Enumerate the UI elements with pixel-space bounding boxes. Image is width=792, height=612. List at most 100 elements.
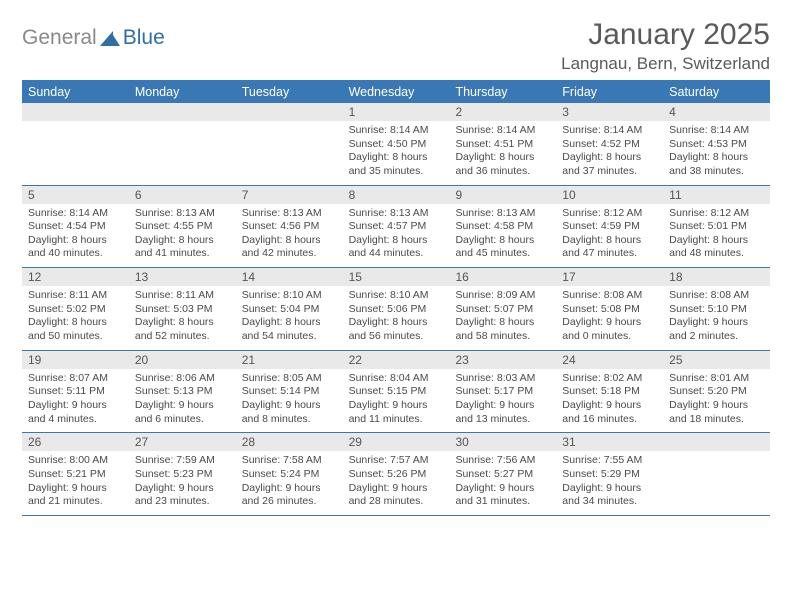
day-body: Sunrise: 8:00 AMSunset: 5:21 PMDaylight:… xyxy=(22,451,129,515)
sunset: Sunset: 5:26 PM xyxy=(349,468,444,482)
sunrise: Sunrise: 8:11 AM xyxy=(135,289,230,303)
day-body: Sunrise: 7:57 AMSunset: 5:26 PMDaylight:… xyxy=(343,451,450,515)
day-number: 14 xyxy=(236,268,343,286)
sunrise: Sunrise: 8:14 AM xyxy=(562,124,657,138)
daylight: Daylight: 8 hours and 47 minutes. xyxy=(562,234,657,261)
day-number: 27 xyxy=(129,433,236,451)
day-number: 15 xyxy=(343,268,450,286)
day-cell: 15Sunrise: 8:10 AMSunset: 5:06 PMDayligh… xyxy=(343,268,450,350)
day-body: Sunrise: 7:55 AMSunset: 5:29 PMDaylight:… xyxy=(556,451,663,515)
day-cell: 10Sunrise: 8:12 AMSunset: 4:59 PMDayligh… xyxy=(556,186,663,268)
daylight: Daylight: 9 hours and 6 minutes. xyxy=(135,399,230,426)
logo-triangle-icon xyxy=(99,29,121,47)
day-body: Sunrise: 8:13 AMSunset: 4:56 PMDaylight:… xyxy=(236,204,343,268)
sunset: Sunset: 4:57 PM xyxy=(349,220,444,234)
dow-cell: Monday xyxy=(129,81,236,103)
daylight: Daylight: 9 hours and 2 minutes. xyxy=(669,316,764,343)
daylight: Daylight: 8 hours and 58 minutes. xyxy=(455,316,550,343)
sunrise: Sunrise: 8:10 AM xyxy=(349,289,444,303)
day-cell xyxy=(236,103,343,185)
day-cell: 25Sunrise: 8:01 AMSunset: 5:20 PMDayligh… xyxy=(663,351,770,433)
day-number: 17 xyxy=(556,268,663,286)
day-body xyxy=(22,121,129,179)
sunset: Sunset: 4:59 PM xyxy=(562,220,657,234)
sunrise: Sunrise: 7:58 AM xyxy=(242,454,337,468)
day-number xyxy=(22,103,129,121)
day-number: 7 xyxy=(236,186,343,204)
logo: General Blue xyxy=(22,18,165,50)
day-number: 6 xyxy=(129,186,236,204)
daylight: Daylight: 9 hours and 11 minutes. xyxy=(349,399,444,426)
daylight: Daylight: 9 hours and 8 minutes. xyxy=(242,399,337,426)
sunrise: Sunrise: 7:57 AM xyxy=(349,454,444,468)
day-cell: 3Sunrise: 8:14 AMSunset: 4:52 PMDaylight… xyxy=(556,103,663,185)
sunrise: Sunrise: 8:07 AM xyxy=(28,372,123,386)
day-number: 24 xyxy=(556,351,663,369)
daylight: Daylight: 8 hours and 54 minutes. xyxy=(242,316,337,343)
calendar: SundayMondayTuesdayWednesdayThursdayFrid… xyxy=(22,80,770,516)
sunset: Sunset: 5:15 PM xyxy=(349,385,444,399)
day-number: 3 xyxy=(556,103,663,121)
daylight: Daylight: 9 hours and 16 minutes. xyxy=(562,399,657,426)
dow-cell: Friday xyxy=(556,81,663,103)
day-number: 8 xyxy=(343,186,450,204)
day-cell: 26Sunrise: 8:00 AMSunset: 5:21 PMDayligh… xyxy=(22,433,129,515)
day-cell: 13Sunrise: 8:11 AMSunset: 5:03 PMDayligh… xyxy=(129,268,236,350)
daylight: Daylight: 8 hours and 42 minutes. xyxy=(242,234,337,261)
day-number: 9 xyxy=(449,186,556,204)
day-cell: 12Sunrise: 8:11 AMSunset: 5:02 PMDayligh… xyxy=(22,268,129,350)
sunrise: Sunrise: 8:03 AM xyxy=(455,372,550,386)
day-number: 20 xyxy=(129,351,236,369)
day-cell: 27Sunrise: 7:59 AMSunset: 5:23 PMDayligh… xyxy=(129,433,236,515)
week-row: 12Sunrise: 8:11 AMSunset: 5:02 PMDayligh… xyxy=(22,268,770,351)
sunrise: Sunrise: 8:00 AM xyxy=(28,454,123,468)
day-body: Sunrise: 8:06 AMSunset: 5:13 PMDaylight:… xyxy=(129,369,236,433)
day-cell: 17Sunrise: 8:08 AMSunset: 5:08 PMDayligh… xyxy=(556,268,663,350)
sunrise: Sunrise: 8:02 AM xyxy=(562,372,657,386)
header: General Blue January 2025 Langnau, Bern,… xyxy=(22,18,770,74)
day-number: 31 xyxy=(556,433,663,451)
day-body: Sunrise: 8:14 AMSunset: 4:54 PMDaylight:… xyxy=(22,204,129,268)
day-number: 12 xyxy=(22,268,129,286)
daylight: Daylight: 8 hours and 48 minutes. xyxy=(669,234,764,261)
sunset: Sunset: 4:54 PM xyxy=(28,220,123,234)
day-number: 26 xyxy=(22,433,129,451)
day-body: Sunrise: 8:02 AMSunset: 5:18 PMDaylight:… xyxy=(556,369,663,433)
sunrise: Sunrise: 7:55 AM xyxy=(562,454,657,468)
sunrise: Sunrise: 8:13 AM xyxy=(455,207,550,221)
day-body xyxy=(663,451,770,509)
sunrise: Sunrise: 8:12 AM xyxy=(669,207,764,221)
dow-header: SundayMondayTuesdayWednesdayThursdayFrid… xyxy=(22,81,770,103)
daylight: Daylight: 9 hours and 26 minutes. xyxy=(242,482,337,509)
day-body: Sunrise: 8:13 AMSunset: 4:58 PMDaylight:… xyxy=(449,204,556,268)
day-number: 4 xyxy=(663,103,770,121)
daylight: Daylight: 9 hours and 4 minutes. xyxy=(28,399,123,426)
day-number: 5 xyxy=(22,186,129,204)
day-body: Sunrise: 8:08 AMSunset: 5:08 PMDaylight:… xyxy=(556,286,663,350)
day-cell: 20Sunrise: 8:06 AMSunset: 5:13 PMDayligh… xyxy=(129,351,236,433)
daylight: Daylight: 8 hours and 44 minutes. xyxy=(349,234,444,261)
day-number: 21 xyxy=(236,351,343,369)
day-number: 22 xyxy=(343,351,450,369)
daylight: Daylight: 9 hours and 21 minutes. xyxy=(28,482,123,509)
day-body xyxy=(129,121,236,179)
daylight: Daylight: 9 hours and 31 minutes. xyxy=(455,482,550,509)
day-number: 28 xyxy=(236,433,343,451)
day-cell: 1Sunrise: 8:14 AMSunset: 4:50 PMDaylight… xyxy=(343,103,450,185)
day-number: 18 xyxy=(663,268,770,286)
daylight: Daylight: 8 hours and 56 minutes. xyxy=(349,316,444,343)
day-number: 23 xyxy=(449,351,556,369)
day-body: Sunrise: 8:14 AMSunset: 4:51 PMDaylight:… xyxy=(449,121,556,185)
day-body xyxy=(236,121,343,179)
day-cell: 30Sunrise: 7:56 AMSunset: 5:27 PMDayligh… xyxy=(449,433,556,515)
sunrise: Sunrise: 8:01 AM xyxy=(669,372,764,386)
daylight: Daylight: 8 hours and 38 minutes. xyxy=(669,151,764,178)
sunrise: Sunrise: 7:56 AM xyxy=(455,454,550,468)
day-body: Sunrise: 8:11 AMSunset: 5:03 PMDaylight:… xyxy=(129,286,236,350)
day-body: Sunrise: 7:59 AMSunset: 5:23 PMDaylight:… xyxy=(129,451,236,515)
sunset: Sunset: 4:55 PM xyxy=(135,220,230,234)
week-row: 19Sunrise: 8:07 AMSunset: 5:11 PMDayligh… xyxy=(22,351,770,434)
daylight: Daylight: 8 hours and 41 minutes. xyxy=(135,234,230,261)
day-body: Sunrise: 8:09 AMSunset: 5:07 PMDaylight:… xyxy=(449,286,556,350)
day-body: Sunrise: 8:14 AMSunset: 4:53 PMDaylight:… xyxy=(663,121,770,185)
